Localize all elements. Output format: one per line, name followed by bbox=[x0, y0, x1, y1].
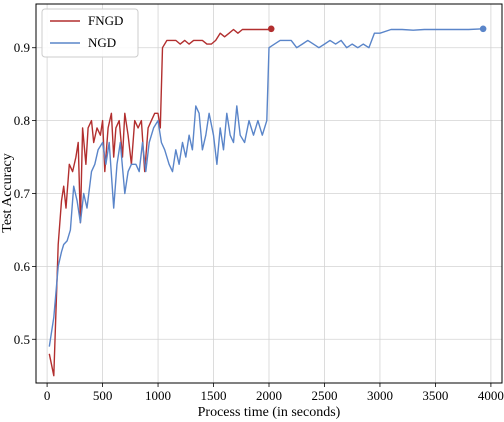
x-tick-label: 2000 bbox=[256, 388, 282, 403]
x-tick-label: 1000 bbox=[145, 388, 171, 403]
x-tick-label: 3500 bbox=[422, 388, 448, 403]
y-tick-label: 0.6 bbox=[14, 259, 31, 274]
x-axis-label: Process time (in seconds) bbox=[198, 405, 341, 420]
x-tick-label: 2500 bbox=[311, 388, 337, 403]
y-tick-label: 0.8 bbox=[14, 113, 30, 128]
legend-label-fngd: FNGD bbox=[88, 13, 123, 28]
legend-label-ngd: NGD bbox=[88, 35, 116, 50]
x-tick-label: 4000 bbox=[478, 388, 504, 403]
series-line-ngd bbox=[48, 28, 484, 347]
y-tick-label: 0.5 bbox=[14, 332, 30, 347]
x-tick-label: 0 bbox=[44, 388, 51, 403]
end-point-fngd bbox=[267, 25, 275, 33]
x-tick-label: 1500 bbox=[201, 388, 227, 403]
legend: FNGD NGD bbox=[41, 8, 139, 58]
end-point-ngd bbox=[479, 25, 487, 33]
y-tick-label: 0.9 bbox=[14, 40, 30, 55]
y-axis-label: Test Accuracy bbox=[0, 153, 15, 232]
series-line-fngd bbox=[48, 28, 272, 377]
series-lines bbox=[48, 25, 487, 377]
x-axis-ticks: 0 500 1000 1500 2000 2500 3000 3500 4000 bbox=[44, 383, 504, 403]
y-axis-ticks: 0.5 0.6 0.7 0.8 0.9 bbox=[14, 40, 36, 347]
y-tick-label: 0.7 bbox=[14, 186, 31, 201]
x-tick-label: 500 bbox=[93, 388, 113, 403]
x-tick-label: 3000 bbox=[367, 388, 393, 403]
